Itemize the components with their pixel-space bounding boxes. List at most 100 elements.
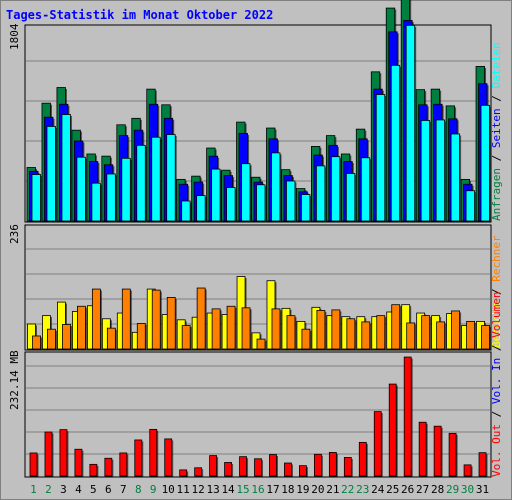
bottom-ymax-label: 232.14 MB	[8, 350, 21, 410]
bar-volumen-day-30	[463, 464, 473, 478]
bar-dateien-day-9	[151, 136, 162, 223]
bar-dateien-day-22	[345, 173, 357, 223]
x-label-day-26: 26	[401, 483, 414, 496]
bar-rechner-day-3	[62, 324, 72, 351]
bar-volumen-day-13	[209, 455, 219, 478]
bar-rechner-day-23	[361, 321, 372, 351]
bar-dateien-day-15	[241, 163, 252, 223]
legend-item-vol-in: Vol. In	[490, 358, 503, 404]
bar-volumen-day-14	[224, 462, 234, 478]
x-label-day-7: 7	[120, 483, 127, 496]
bar-rechner-day-24	[376, 315, 387, 351]
middle-ymax-label: 236	[8, 224, 21, 244]
legend-separator: /	[490, 89, 503, 109]
bar-volumen-day-10	[164, 438, 174, 478]
bar-dateien-day-31	[480, 104, 492, 223]
bar-rechner-day-20	[316, 310, 327, 351]
x-label-day-30: 30	[461, 483, 474, 496]
bar-rechner-day-25	[391, 304, 402, 351]
x-label-day-25: 25	[386, 483, 399, 496]
x-label-day-12: 12	[192, 483, 205, 496]
x-label-day-15: 15	[236, 483, 249, 496]
x-label-day-4: 4	[75, 483, 82, 496]
bar-volumen-day-3	[59, 429, 69, 478]
bar-volumen-day-2	[44, 431, 54, 478]
bar-volumen-day-25	[388, 383, 398, 478]
bar-dateien-day-20	[315, 165, 327, 223]
bar-rechner-day-14	[226, 305, 237, 351]
bar-volumen-day-15	[239, 456, 249, 478]
x-label-day-5: 5	[90, 483, 97, 496]
bar-dateien-day-7	[121, 157, 132, 223]
x-label-day-8: 8	[135, 483, 142, 496]
x-label-day-28: 28	[431, 483, 444, 496]
bar-rechner-day-10	[166, 297, 177, 351]
bar-volumen-day-6	[104, 457, 114, 478]
bar-dateien-day-24	[375, 94, 387, 223]
bar-volumen-day-9	[149, 428, 159, 478]
bar-rechner-day-9	[151, 289, 162, 351]
bar-volumen-day-16	[254, 458, 264, 478]
bar-volumen-day-24	[373, 411, 383, 478]
bar-volumen-day-31	[478, 452, 488, 478]
x-label-day-20: 20	[311, 483, 324, 496]
bar-dateien-day-6	[106, 173, 117, 223]
bar-volumen-day-26	[403, 356, 413, 478]
bar-volumen-day-20	[313, 453, 323, 478]
bar-volumen-day-22	[343, 457, 353, 478]
x-label-day-6: 6	[105, 483, 112, 496]
bar-volumen-day-5	[89, 463, 99, 478]
bar-rechner-day-6	[106, 327, 117, 351]
x-label-day-19: 19	[296, 483, 309, 496]
bar-rechner-day-19	[301, 328, 312, 351]
bar-volumen-day-18	[284, 462, 293, 478]
bar-rechner-day-12	[196, 287, 207, 351]
bar-volumen-day-1	[29, 452, 39, 478]
bar-dateien-day-11	[181, 200, 192, 223]
x-axis-labels: 1 2 3 4 5 6 7 8 9 10 11 12 13 14 15 16 17 18 19 20 21 22 23 24 2…	[30, 483, 489, 496]
bar-dateien-day-5	[91, 182, 102, 223]
bar-volumen-day-19	[299, 465, 308, 478]
bar-dateien-day-26	[405, 24, 417, 223]
bar-rechner-day-1	[32, 335, 42, 351]
x-label-day-21: 21	[326, 483, 339, 496]
legend-item-volumen: Volumen	[490, 292, 503, 338]
x-label-day-29: 29	[446, 483, 459, 496]
top-legend: Anfragen / Seiten / Dateien	[490, 42, 503, 221]
bar-volumen-day-7	[119, 452, 129, 478]
bar-dateien-day-8	[136, 144, 147, 223]
bar-rechner-day-15	[241, 307, 252, 351]
bar-dateien-day-27	[420, 120, 432, 223]
bar-dateien-day-16	[256, 184, 267, 223]
bar-rechner-day-31	[481, 325, 492, 351]
legend-item-rechner: Rechner	[490, 235, 503, 282]
bar-volumen-day-17	[269, 454, 278, 478]
legend-item-anfragen: Anfragen	[490, 168, 503, 221]
bar-rechner-day-5	[91, 288, 102, 351]
legend-separator: /	[490, 404, 503, 424]
bar-dateien-day-4	[76, 156, 87, 223]
bar-dateien-day-14	[226, 187, 237, 223]
bar-rechner-day-11	[181, 325, 192, 351]
bar-volumen-day-12	[194, 467, 204, 478]
bar-dateien-day-1	[31, 174, 42, 223]
x-label-day-17: 17	[266, 483, 279, 496]
x-label-day-27: 27	[416, 483, 429, 496]
legend-item-vol-out: Vol. Out	[490, 424, 503, 477]
bar-dateien-day-2	[46, 126, 57, 223]
bar-dateien-day-19	[301, 194, 312, 223]
x-label-day-24: 24	[371, 483, 385, 496]
bar-dateien-day-29	[450, 133, 462, 223]
bar-rechner-day-22	[346, 318, 357, 351]
bar-dateien-day-17	[271, 152, 282, 223]
bar-volumen-day-4	[74, 448, 84, 478]
legend-item-dateien: Dateien	[490, 42, 503, 88]
bottom-legend: Vol. Out / Vol. In / Volumen	[490, 292, 503, 477]
bar-dateien-day-13	[211, 168, 222, 223]
bar-volumen-day-8	[134, 439, 144, 478]
bar-volumen-day-29	[448, 432, 458, 478]
top-ymax-label: 1804	[8, 23, 21, 50]
x-label-day-14: 14	[221, 483, 235, 496]
chart-title: Tages-Statistik im Monat Oktober 2022	[6, 8, 273, 22]
bar-rechner-day-21	[331, 309, 342, 351]
